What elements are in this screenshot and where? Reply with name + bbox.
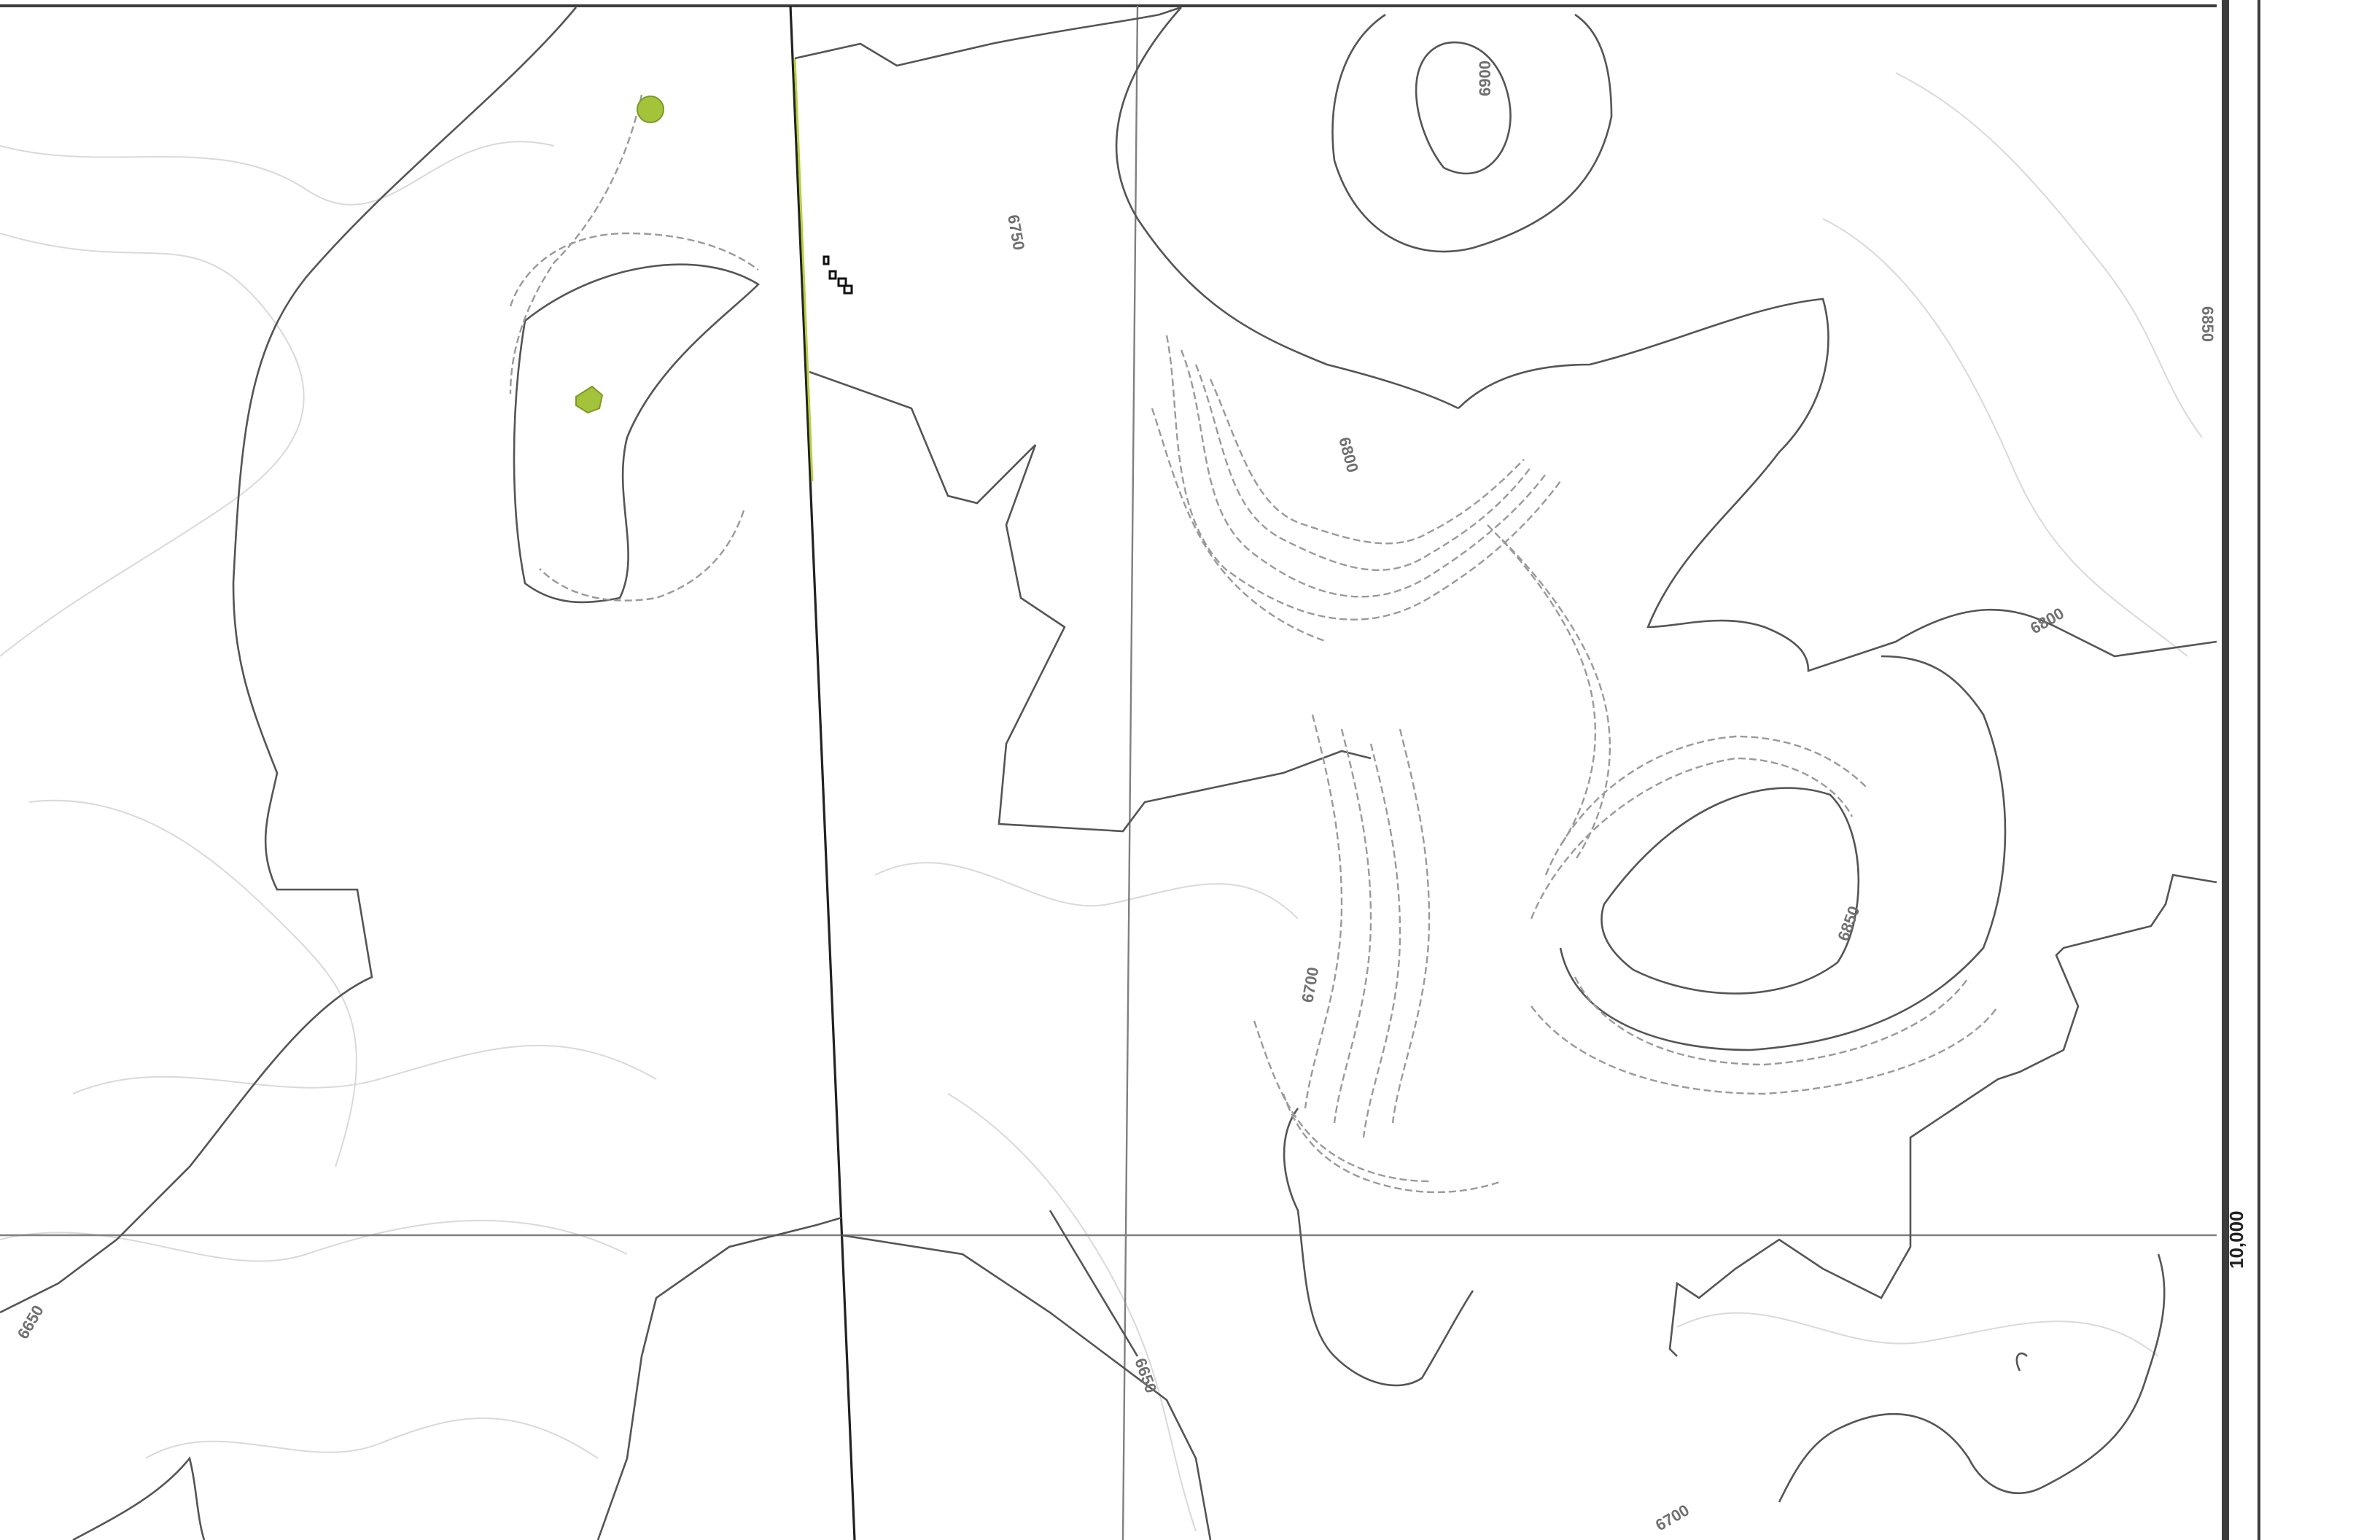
contour-bottom-left (596, 1216, 842, 1540)
contour-6850-loop (1601, 787, 1860, 995)
contour-6750-top (794, 6, 1182, 67)
contour-labels: 6650 6650 6850 6700 6700 6750 6800 6800 … (14, 61, 2217, 1534)
boundary-highlight (793, 58, 814, 482)
contour-6650-left (0, 7, 578, 1314)
contour-lower-right-small (2015, 1352, 2028, 1372)
contour-bottom-6650 (841, 1234, 1212, 1540)
contour-label-6700-mid: 6700 (1298, 965, 1322, 1004)
green-markers (575, 96, 664, 414)
green-marker-icon[interactable] (637, 96, 664, 123)
contour-label-6900-peak: 6900 (1476, 61, 1494, 96)
contour-inner-loop (513, 263, 761, 604)
contour-6750-loop (1115, 7, 1459, 410)
grid-lines (0, 5, 2217, 1540)
contour-right-jagged (1668, 874, 2217, 1357)
contour-label-6850-right: 6850 (2198, 306, 2217, 342)
contour-bottom-diagonal (1049, 1210, 1139, 1357)
building-icon (837, 277, 847, 287)
contour-label-6800-right: 6800 (2027, 604, 2067, 637)
index-contours (0, 6, 2217, 1540)
contour-6700-central (809, 370, 1372, 833)
grid-line-vertical (1121, 5, 1139, 1540)
contour-label-6850-peak: 6850 (1834, 903, 1863, 944)
boundary-line (789, 5, 856, 1540)
building-icon (828, 270, 837, 280)
building-symbols (822, 255, 853, 295)
building-icon (822, 255, 830, 265)
contour-6850-outer (1559, 655, 2007, 1051)
contour-label-6650-left: 6650 (14, 1302, 47, 1342)
green-marker-icon[interactable] (575, 385, 604, 414)
contour-label-6700-bottom: 6700 (1652, 1501, 1692, 1534)
contour-6900-peak (1415, 41, 1512, 175)
building-icon (843, 284, 853, 295)
contour-label-6800-mid: 6800 (1335, 435, 1362, 475)
contour-right-lower (1778, 1253, 2166, 1503)
dense-contours (509, 94, 1999, 1194)
contour-label-6750-top: 6750 (1004, 214, 1028, 252)
contour-left-bottom (72, 1456, 206, 1540)
grid-coordinate-label: 10,000 (2225, 1210, 2247, 1269)
faint-contours (0, 72, 2203, 1532)
contour-6900-outer (1331, 13, 1613, 253)
contour-6800-right (1458, 298, 2217, 672)
contour-central-lobe (1283, 1108, 1474, 1387)
